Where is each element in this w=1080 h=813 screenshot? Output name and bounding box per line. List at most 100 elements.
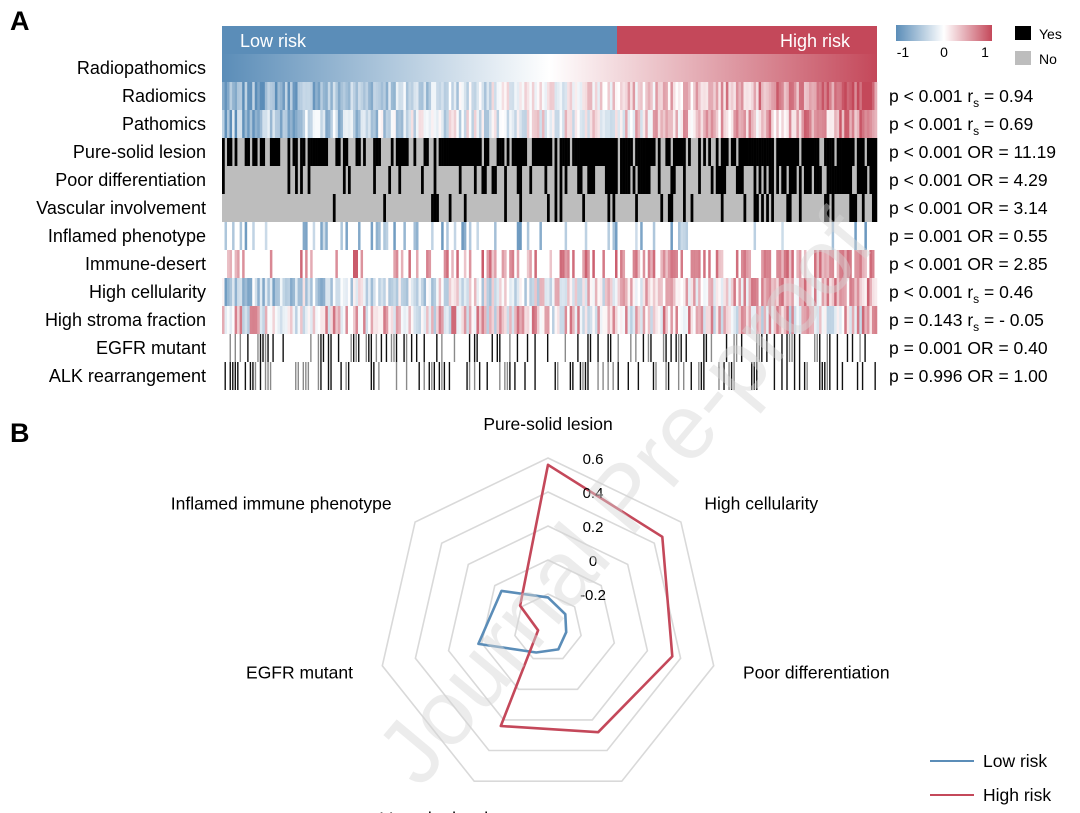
- stat-vascular-involvement: p < 0.001 OR = 3.14: [889, 198, 1048, 218]
- heatmap-cell: [617, 250, 621, 278]
- heatmap-cell: [390, 138, 394, 166]
- heatmap-cell: [834, 306, 837, 334]
- heatmap-cell: [405, 110, 409, 138]
- heatmap-cell: [355, 138, 359, 166]
- heatmap-cell: [662, 278, 666, 306]
- heatmap-cell: [728, 306, 732, 334]
- heatmap-cell: [388, 278, 392, 306]
- heatmap-cell: [733, 306, 737, 334]
- heatmap-cell: [441, 278, 444, 306]
- heatmap-cell: [846, 138, 850, 166]
- heatmap-cell: [746, 250, 749, 278]
- heatmap-cell: [798, 306, 802, 334]
- heatmap-cell: [630, 278, 633, 306]
- heatmap-cell: [484, 306, 487, 334]
- heatmap-cell: [322, 250, 326, 278]
- heatmap-cell: [312, 110, 316, 138]
- heatmap-cell: [390, 334, 393, 362]
- heatmap-cell: [670, 222, 674, 250]
- scale-tick-max: 1: [981, 44, 989, 60]
- heatmap-cell: [577, 278, 580, 306]
- heatmap-cell: [421, 306, 424, 334]
- heatmap-cell: [640, 278, 643, 306]
- stat-high-cellularity: p < 0.001 rs = 0.46: [889, 282, 1033, 306]
- heatmap-cell: [582, 278, 586, 306]
- p-value: p = 0.001: [889, 226, 967, 246]
- heatmap-cell: [237, 110, 240, 138]
- heatmap-cell: [602, 306, 606, 334]
- heatmap-cell: [751, 110, 754, 138]
- heatmap-cell: [695, 222, 699, 250]
- heatmap-cell: [786, 222, 790, 250]
- heatmap-cell: [584, 82, 588, 110]
- heatmap-cell: [264, 362, 267, 390]
- heatmap-cell: [541, 138, 545, 166]
- heatmap-cell: [222, 278, 225, 306]
- heatmap-cell: [763, 166, 767, 194]
- heatmap-cell: [378, 250, 381, 278]
- heatmap-row-pathomics: [222, 110, 878, 138]
- heatmap-cell: [622, 306, 626, 334]
- heatmap-cell: [834, 166, 837, 194]
- heatmap-cell: [317, 110, 321, 138]
- heatmap-cell: [272, 138, 276, 166]
- heatmap-cell: [287, 278, 291, 306]
- heatmap-cell: [793, 110, 797, 138]
- heatmap-cell: [672, 250, 676, 278]
- heatmap-cell: [451, 82, 455, 110]
- heatmap-cell: [446, 110, 449, 138]
- heatmap-cell: [229, 222, 233, 250]
- heatmap-cell: [871, 166, 875, 194]
- heatmap-cell: [652, 278, 656, 306]
- heatmap-cell: [461, 278, 465, 306]
- heatmap-cell: [330, 362, 332, 390]
- heatmap-cell: [675, 82, 679, 110]
- heatmap-cell: [443, 138, 447, 166]
- heatmap-cell: [698, 306, 701, 334]
- heatmap-cell: [415, 222, 419, 250]
- heatmap-cell: [814, 166, 817, 194]
- heatmap-cell: [222, 250, 225, 278]
- heatmap-cell: [816, 250, 820, 278]
- heatmap-cell: [262, 250, 266, 278]
- heatmap-cell: [599, 82, 603, 110]
- heatmap-cell: [874, 110, 878, 138]
- heatmap-cell: [693, 110, 696, 138]
- heatmap-cell: [645, 110, 648, 138]
- heatmap-cell: [781, 250, 785, 278]
- heatmap-cell: [383, 306, 386, 334]
- heatmap-row-radiomics: [222, 82, 878, 110]
- heatmap-cell: [791, 250, 795, 278]
- heatmap-cell: [259, 110, 263, 138]
- heatmap-cell: [665, 278, 669, 306]
- heatmap-cell: [345, 250, 349, 278]
- p-value: p < 0.001: [889, 114, 967, 134]
- heatmap-cell: [224, 306, 228, 334]
- heatmap-cell: [267, 222, 271, 250]
- heatmap-cell: [788, 138, 792, 166]
- heatmap-cell: [637, 278, 641, 306]
- heatmap-cell: [559, 278, 563, 306]
- heatmap-cell: [670, 166, 674, 194]
- heatmap-cell: [373, 306, 376, 334]
- heatmap-row-radiopathomics: [222, 54, 877, 82]
- heatmap-cell: [476, 334, 478, 362]
- heatmap-cell: [783, 278, 787, 306]
- heatmap-cell: [345, 278, 349, 306]
- heatmap-cell: [871, 306, 875, 334]
- heatmap-cell: [433, 222, 437, 250]
- heatmap-cell: [798, 334, 801, 362]
- heatmap-cell: [456, 222, 460, 250]
- heatmap-cell: [365, 250, 369, 278]
- heatmap-cell: [284, 250, 288, 278]
- heatmap-cell: [577, 306, 580, 334]
- heatmap-cell: [287, 306, 291, 334]
- heatmap-cell: [660, 222, 664, 250]
- heatmap-cell: [841, 82, 845, 110]
- heatmap-cell: [284, 82, 288, 110]
- heatmap-cell: [363, 82, 366, 110]
- heatmap-cell: [385, 222, 389, 250]
- heatmap-cell: [390, 278, 394, 306]
- heatmap-cell: [531, 110, 535, 138]
- heatmap-cell: [380, 82, 384, 110]
